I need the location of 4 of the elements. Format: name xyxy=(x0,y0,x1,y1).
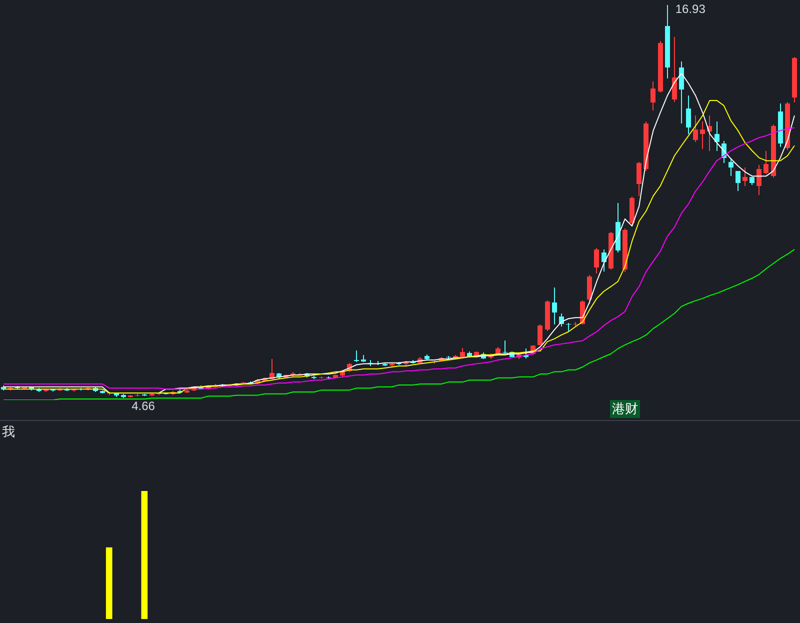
annotation: 16.93 xyxy=(675,2,706,16)
text: 港财 xyxy=(610,400,640,418)
chart-title: 我 xyxy=(2,424,15,441)
text: 4.66 xyxy=(132,399,156,414)
